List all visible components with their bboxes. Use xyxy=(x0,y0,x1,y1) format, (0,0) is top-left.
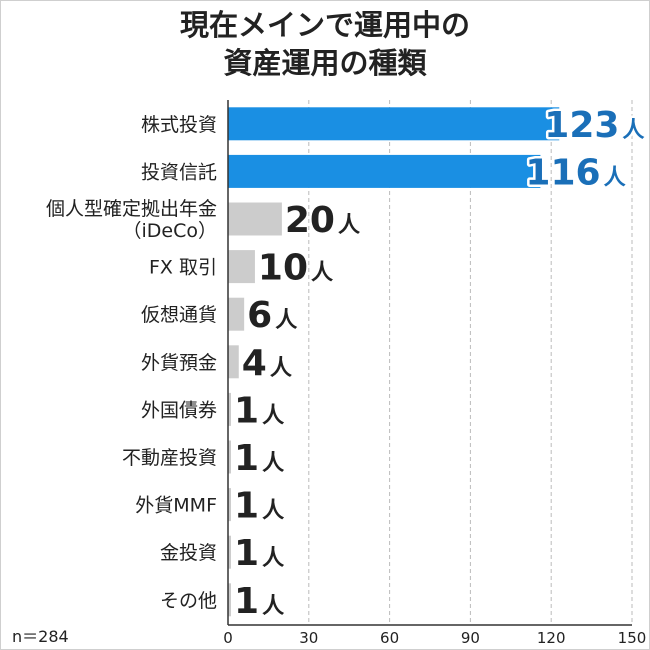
chart-title-line-1: 現在メインで運用中の xyxy=(179,8,470,42)
category-label: 外貨MMF xyxy=(135,495,217,517)
bar xyxy=(228,202,282,236)
bar xyxy=(228,154,541,188)
value-number: 1 xyxy=(234,486,259,527)
category-label: 外国債券 xyxy=(141,399,217,421)
bar xyxy=(228,583,231,617)
value-number: 10 xyxy=(258,248,308,289)
bar xyxy=(228,440,231,474)
value-label: 10 人 xyxy=(258,248,333,289)
value-label: 116 人 xyxy=(525,152,625,193)
bar xyxy=(228,297,245,331)
category-label: 外貨預金 xyxy=(141,352,217,374)
value-number: 1 xyxy=(234,533,259,574)
value-unit: 人 xyxy=(262,594,284,619)
x-tick-label: 60 xyxy=(380,629,399,647)
sample-size-note: n＝284 xyxy=(12,627,69,646)
value-number: 116 xyxy=(525,152,600,193)
value-unit: 人 xyxy=(604,165,626,190)
x-tick-label: 90 xyxy=(461,629,480,647)
category-label: 投資信託 xyxy=(141,161,217,183)
value-number: 1 xyxy=(234,581,259,622)
value-number: 20 xyxy=(285,200,335,241)
category-label: 個人型確定拠出年金 xyxy=(46,198,217,220)
category-label: 金投資 xyxy=(160,542,217,564)
bar xyxy=(228,345,239,379)
value-unit: 人 xyxy=(262,546,284,571)
value-label: 20 人 xyxy=(285,200,360,241)
value-unit: 人 xyxy=(262,451,284,476)
bar xyxy=(228,535,231,569)
value-number: 1 xyxy=(234,390,259,431)
value-unit: 人 xyxy=(262,403,284,428)
category-label: （iDeCo） xyxy=(123,220,218,242)
x-tick-label: 120 xyxy=(537,629,566,647)
value-unit: 人 xyxy=(275,308,297,333)
value-unit: 人 xyxy=(338,213,360,238)
value-unit: 人 xyxy=(270,356,292,381)
bar xyxy=(228,107,560,141)
category-label: 株式投資 xyxy=(141,114,217,136)
x-tick-label: 30 xyxy=(299,629,318,647)
x-tick-label: 0 xyxy=(223,629,233,647)
value-number: 6 xyxy=(247,295,272,336)
value-unit: 人 xyxy=(262,499,284,524)
value-unit: 人 xyxy=(311,261,333,286)
category-label: その他 xyxy=(160,590,217,612)
value-unit: 人 xyxy=(622,118,644,143)
bar xyxy=(228,488,231,522)
bar xyxy=(228,392,231,426)
category-label: FX 取引 xyxy=(149,257,217,279)
value-number: 4 xyxy=(242,343,267,384)
x-tick-label: 150 xyxy=(618,629,647,647)
bar xyxy=(228,250,255,284)
category-label: 不動産投資 xyxy=(122,447,217,469)
chart-title-line-2: 資産運用の種類 xyxy=(223,46,427,80)
chart-title: 現在メインで運用中の 資産運用の種類 xyxy=(0,6,650,82)
value-number: 123 xyxy=(544,105,619,146)
value-number: 1 xyxy=(234,438,259,479)
value-label: 123 人 xyxy=(544,105,644,146)
category-label: 仮想通貨 xyxy=(141,304,217,326)
